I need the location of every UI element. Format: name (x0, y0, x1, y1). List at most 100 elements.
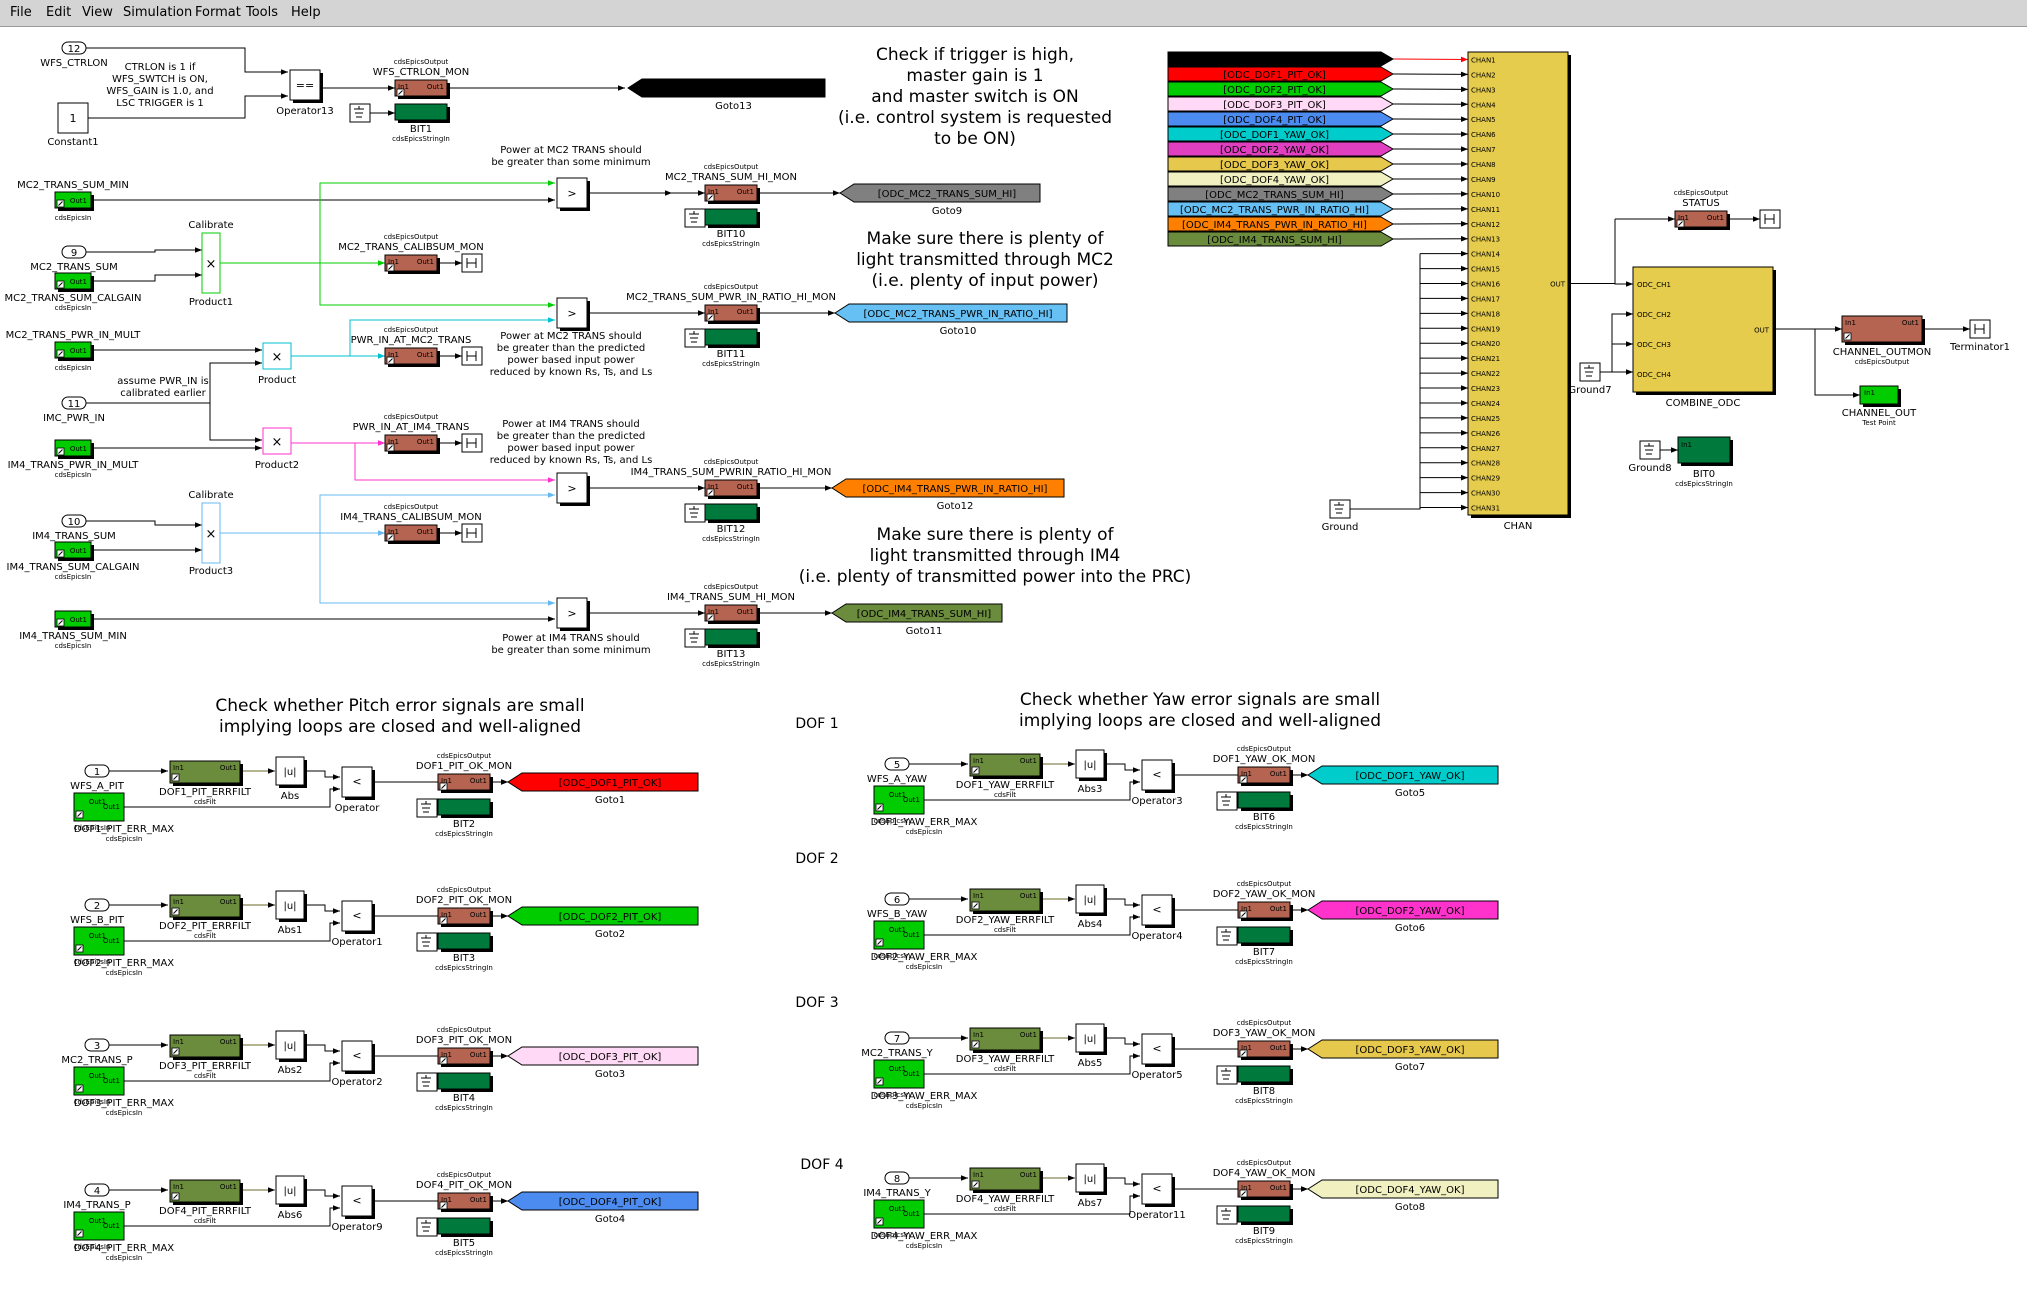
errfilt-block[interactable] (169, 1179, 241, 1203)
menu-edit[interactable]: Edit (46, 5, 72, 20)
operator-block[interactable] (1141, 759, 1173, 791)
operator-block[interactable] (341, 900, 373, 932)
operator-block[interactable] (1141, 1033, 1173, 1065)
epics-stringin-block[interactable] (437, 932, 491, 950)
goto-tag-block[interactable] (627, 78, 826, 98)
epics-out-block[interactable] (1674, 210, 1728, 228)
inport-7[interactable] (884, 1031, 910, 1045)
from-tag-block[interactable] (1167, 201, 1394, 217)
from-tag-block[interactable] (1167, 51, 1394, 67)
epics-out-block[interactable] (437, 773, 491, 791)
goto-tag-block[interactable] (507, 906, 699, 926)
operator-block[interactable] (341, 1185, 373, 1217)
menu-file[interactable]: File (10, 5, 32, 20)
operator-block[interactable] (556, 597, 588, 629)
epics-out-block[interactable] (384, 524, 438, 542)
errmax-block[interactable] (73, 1211, 125, 1241)
inport-1[interactable] (84, 764, 110, 778)
goto-tag-block[interactable] (507, 1046, 699, 1066)
epics-out-block[interactable] (384, 254, 438, 272)
inport-10[interactable] (61, 514, 87, 528)
operator-block[interactable] (1141, 894, 1173, 926)
from-tag-block[interactable] (1167, 171, 1394, 187)
errfilt-block[interactable] (969, 1027, 1041, 1051)
inport-6[interactable] (884, 892, 910, 906)
epics-out-block[interactable] (704, 304, 758, 322)
goto-tag-block[interactable] (1307, 765, 1499, 785)
epics-out-block[interactable] (1237, 901, 1291, 919)
goto-tag-block[interactable] (507, 1191, 699, 1211)
channel-outmon-block[interactable] (1841, 315, 1923, 343)
epics-out-block[interactable] (437, 1047, 491, 1065)
from-tag-block[interactable] (1167, 111, 1394, 127)
operator-block[interactable] (341, 1040, 373, 1072)
epics-out-block[interactable] (704, 604, 758, 622)
epics-out-block[interactable] (384, 347, 438, 365)
inport-2[interactable] (84, 898, 110, 912)
from-tag-block[interactable] (1167, 231, 1394, 247)
simulink-canvas[interactable]: Check if trigger is high,master gain is … (0, 28, 2027, 1297)
epics-stringin-block[interactable] (704, 503, 758, 521)
from-tag-block[interactable] (1167, 96, 1394, 112)
epics-stringin-block[interactable] (437, 1072, 491, 1090)
epics-out-block[interactable] (1237, 1040, 1291, 1058)
from-tag-block[interactable] (1167, 216, 1394, 232)
errfilt-block[interactable] (169, 894, 241, 918)
errfilt-block[interactable] (169, 1034, 241, 1058)
errfilt-block[interactable] (969, 1167, 1041, 1191)
from-tag-block[interactable] (1167, 186, 1394, 202)
operator-block[interactable] (556, 297, 588, 329)
epics-stringin-block[interactable] (1237, 926, 1291, 944)
epics-stringin-block[interactable] (437, 798, 491, 816)
abs-block[interactable] (275, 890, 305, 920)
goto-tag-block[interactable] (839, 183, 1041, 203)
goto-tag-block[interactable] (507, 772, 699, 792)
epics-stringin-block[interactable] (1237, 1205, 1291, 1223)
epics-out-block[interactable] (1237, 766, 1291, 784)
goto-tag-block[interactable] (1307, 1179, 1499, 1199)
errfilt-block[interactable] (969, 753, 1041, 777)
chan-mux-block[interactable] (1467, 51, 1569, 516)
abs-block[interactable] (1075, 884, 1105, 914)
menu-simulation[interactable]: Simulation (123, 5, 193, 20)
inport-3[interactable] (84, 1038, 110, 1052)
inport-12[interactable] (61, 41, 87, 55)
epics-stringin-block[interactable] (704, 628, 758, 646)
abs-block[interactable] (1075, 1163, 1105, 1193)
product3-block[interactable] (201, 502, 221, 564)
goto-tag-block[interactable] (831, 603, 1003, 623)
epics-out-block[interactable] (704, 184, 758, 202)
goto-tag-block[interactable] (1307, 1039, 1499, 1059)
menu-format[interactable]: Format (195, 5, 241, 20)
epics-out-block[interactable] (437, 1192, 491, 1210)
epics-out-block[interactable] (437, 907, 491, 925)
operator-block[interactable] (341, 766, 373, 798)
from-tag-block[interactable] (1167, 126, 1394, 142)
menu-view[interactable]: View (82, 5, 113, 20)
goto-tag-block[interactable] (1307, 900, 1499, 920)
operator-block[interactable] (289, 69, 321, 101)
epics-stringin-block[interactable] (1237, 1065, 1291, 1083)
product-block[interactable] (262, 427, 292, 455)
product-block[interactable] (262, 342, 292, 370)
epics-stringin-block[interactable] (437, 1217, 491, 1235)
inport-8[interactable] (884, 1171, 910, 1185)
abs-block[interactable] (275, 756, 305, 786)
inport-11[interactable] (61, 396, 87, 410)
combine-odc-block[interactable] (1632, 266, 1774, 393)
epics-out-block[interactable] (1237, 1180, 1291, 1198)
epics-out-block[interactable] (384, 434, 438, 452)
from-tag-block[interactable] (1167, 81, 1394, 97)
epics-stringin-block[interactable] (1237, 791, 1291, 809)
inport-5[interactable] (884, 757, 910, 771)
abs-block[interactable] (275, 1175, 305, 1205)
epics-out-block[interactable] (704, 479, 758, 497)
constant-block[interactable] (57, 102, 89, 134)
epics-stringin-block[interactable] (394, 103, 448, 121)
abs-block[interactable] (275, 1030, 305, 1060)
operator-block[interactable] (1141, 1173, 1173, 1205)
goto-tag-block[interactable] (831, 478, 1065, 498)
abs-block[interactable] (1075, 749, 1105, 779)
errfilt-block[interactable] (169, 760, 241, 784)
errfilt-block[interactable] (969, 888, 1041, 912)
